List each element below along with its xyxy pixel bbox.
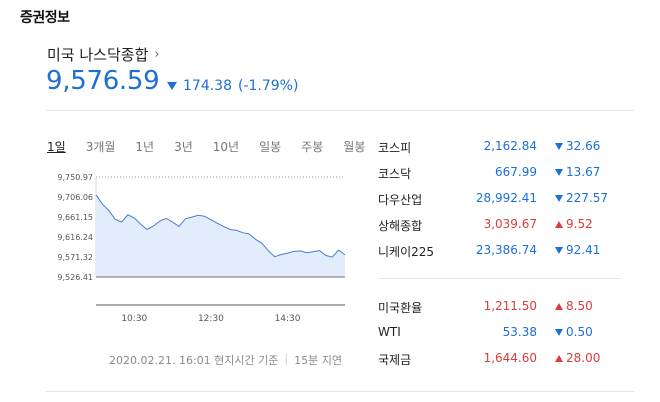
index-change-value: 174.38 [183, 78, 232, 94]
divider-markets [378, 278, 621, 279]
y-tick-label: 9,571.32 [57, 253, 93, 262]
market-change-value: 13.67 [566, 165, 601, 179]
market-row[interactable]: 다우산업 28,992.41 227.57 [378, 188, 623, 210]
index-change-pct: (-1.79%) [238, 78, 299, 94]
market-change: 0.50 [555, 325, 593, 339]
market-price: 53.38 [502, 325, 537, 339]
market-change-value: 32.66 [566, 139, 601, 153]
chart-footnote: 2020.02.21. 16:01 현지시간 기준 | 15분 지연 [109, 352, 342, 368]
market-row[interactable]: 국제금 1,644.60 28.00 [378, 348, 623, 370]
market-change: 92.41 [555, 243, 600, 257]
y-tick-label: 9,750.97 [57, 173, 93, 182]
market-row[interactable]: 코스피 2,162.84 32.66 [378, 136, 623, 158]
market-change: 32.66 [555, 139, 600, 153]
series-line [95, 194, 346, 258]
y-tick-label: 9,661.15 [57, 213, 93, 222]
index-change: 174.38 (-1.79%) [167, 78, 298, 94]
market-change-value: 0.50 [566, 325, 593, 339]
section-title: 증권정보 [20, 10, 70, 26]
down-arrow-icon [555, 142, 563, 150]
footnote-separator: | [284, 352, 289, 365]
down-arrow-icon [555, 168, 563, 176]
index-value: 9,576.59 [46, 66, 160, 96]
y-tick-label: 9,706.06 [57, 193, 93, 202]
market-price: 667.99 [495, 165, 537, 179]
up-arrow-icon [555, 302, 563, 310]
market-name: 미국환율 [378, 301, 423, 315]
market-price: 3,039.67 [483, 217, 537, 231]
tab-period-2[interactable]: 1년 [135, 140, 155, 154]
index-name-link[interactable]: 미국 나스닥종합 › [47, 44, 160, 65]
tab-period-6[interactable]: 주봉 [301, 140, 324, 154]
tab-period-0[interactable]: 1일 [47, 140, 66, 154]
tab-period-3[interactable]: 3년 [174, 140, 193, 154]
market-name: 다우산업 [378, 193, 423, 207]
market-change-value: 227.57 [566, 191, 608, 205]
market-change: 13.67 [555, 165, 600, 179]
down-arrow-icon [167, 82, 177, 90]
market-row[interactable]: 코스닥 667.99 13.67 [378, 162, 623, 184]
index-chart: 9,750.97 9,706.06 9,661.15 9,616.24 9,571.32… [52, 165, 352, 330]
footnote-delay: 15분 지연 [294, 354, 342, 367]
x-tick-label: 14:30 [275, 314, 301, 324]
market-name: 국제금 [378, 353, 412, 367]
down-arrow-icon [555, 328, 563, 336]
footnote-timestamp: 2020.02.21. 16:01 현지시간 기준 [109, 354, 279, 367]
market-price: 2,162.84 [483, 139, 537, 153]
market-name: 니케이225 [378, 245, 435, 259]
tab-period-5[interactable]: 일봉 [259, 140, 282, 154]
market-change-value: 92.41 [566, 243, 601, 257]
divider-bottom [46, 391, 634, 392]
market-change: 9.52 [555, 217, 593, 231]
market-price: 28,992.41 [475, 191, 537, 205]
market-price: 1,644.60 [483, 351, 537, 365]
market-row[interactable]: 상해종합 3,039.67 9.52 [378, 214, 623, 236]
market-change: 28.00 [555, 351, 600, 365]
market-price: 1,211.50 [483, 299, 537, 313]
down-arrow-icon [555, 246, 563, 254]
market-name: WTI [378, 325, 401, 339]
tab-period-4[interactable]: 10년 [212, 140, 240, 154]
down-arrow-icon [555, 194, 563, 202]
market-row[interactable]: WTI 53.38 0.50 [378, 322, 623, 344]
market-name: 코스피 [378, 141, 412, 155]
market-change-value: 9.52 [566, 217, 593, 231]
index-name: 미국 나스닥종합 [47, 46, 149, 64]
market-change: 8.50 [555, 299, 593, 313]
x-tick-label: 12:30 [198, 314, 224, 324]
series-area [96, 194, 345, 277]
market-name: 상해종합 [378, 219, 423, 233]
tab-period-7[interactable]: 월봉 [343, 140, 366, 154]
up-arrow-icon [555, 220, 563, 228]
tab-period-1[interactable]: 3개월 [85, 140, 116, 154]
market-change: 227.57 [555, 191, 608, 205]
up-arrow-icon [555, 354, 563, 362]
market-change-value: 28.00 [566, 351, 601, 365]
market-name: 코스닥 [378, 167, 412, 181]
market-row[interactable]: 니케이225 23,386.74 92.41 [378, 240, 623, 262]
index-chart-svg: 9,750.97 9,706.06 9,661.15 9,616.24 9,571.32… [57, 173, 346, 324]
market-row[interactable]: 미국환율 1,211.50 8.50 [378, 296, 623, 318]
chevron-right-icon: › [154, 47, 160, 62]
divider-top [46, 110, 634, 111]
market-change-value: 8.50 [566, 299, 593, 313]
y-tick-label: 9,616.24 [57, 233, 93, 242]
x-tick-label: 10:30 [121, 314, 147, 324]
y-tick-label: 9,526.41 [57, 273, 93, 282]
market-price: 23,386.74 [475, 243, 537, 257]
period-tabs: 1일 3개월 1년 3년 10년 일봉 주봉 월봉 [47, 138, 385, 155]
